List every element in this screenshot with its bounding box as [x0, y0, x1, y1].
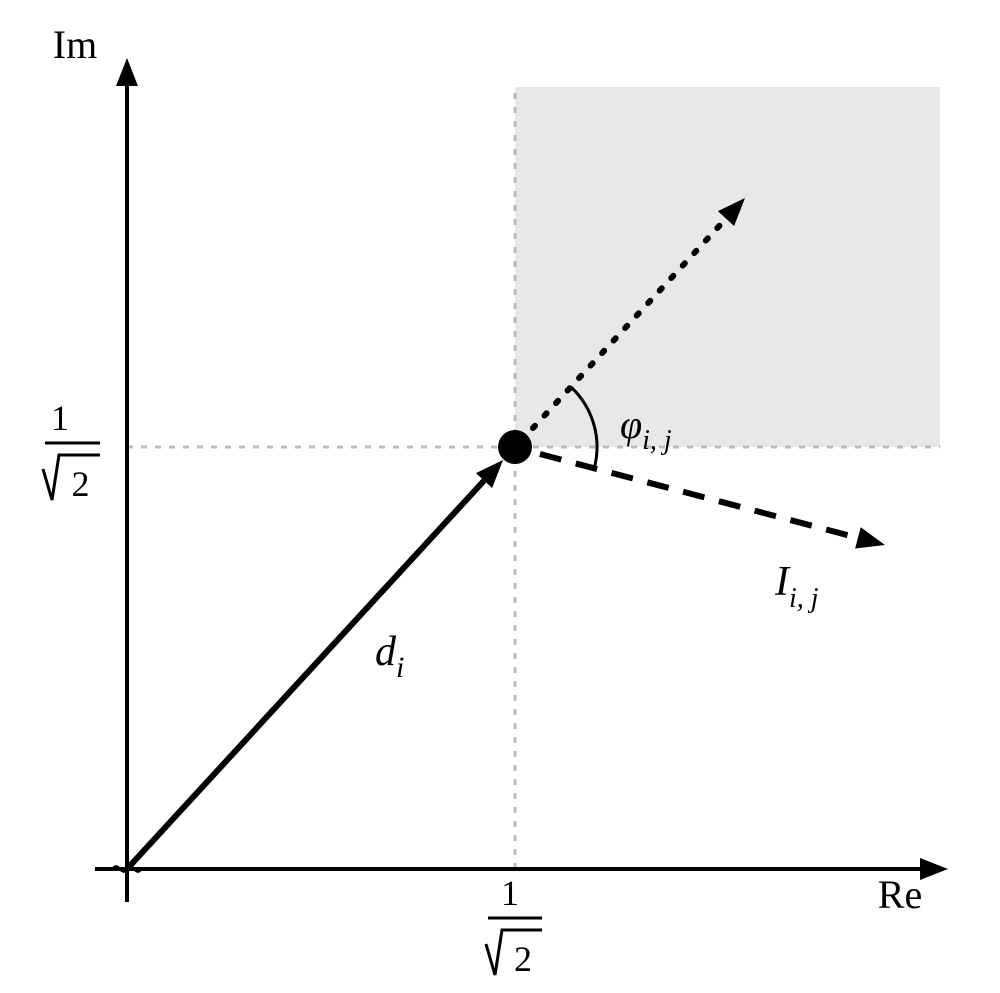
y-axis-label: Im	[53, 22, 97, 67]
tick-y-num: 1	[51, 398, 69, 438]
point	[498, 430, 532, 464]
tick-x-num: 1	[501, 873, 519, 913]
x-axis-label: Re	[878, 872, 922, 917]
tick-x-den: 2	[514, 939, 532, 979]
tick-y-den: 2	[72, 464, 90, 504]
complex-plane-diagram: ImRe1212diIi, jφi, j	[0, 0, 1000, 993]
shaded-region	[515, 87, 940, 447]
